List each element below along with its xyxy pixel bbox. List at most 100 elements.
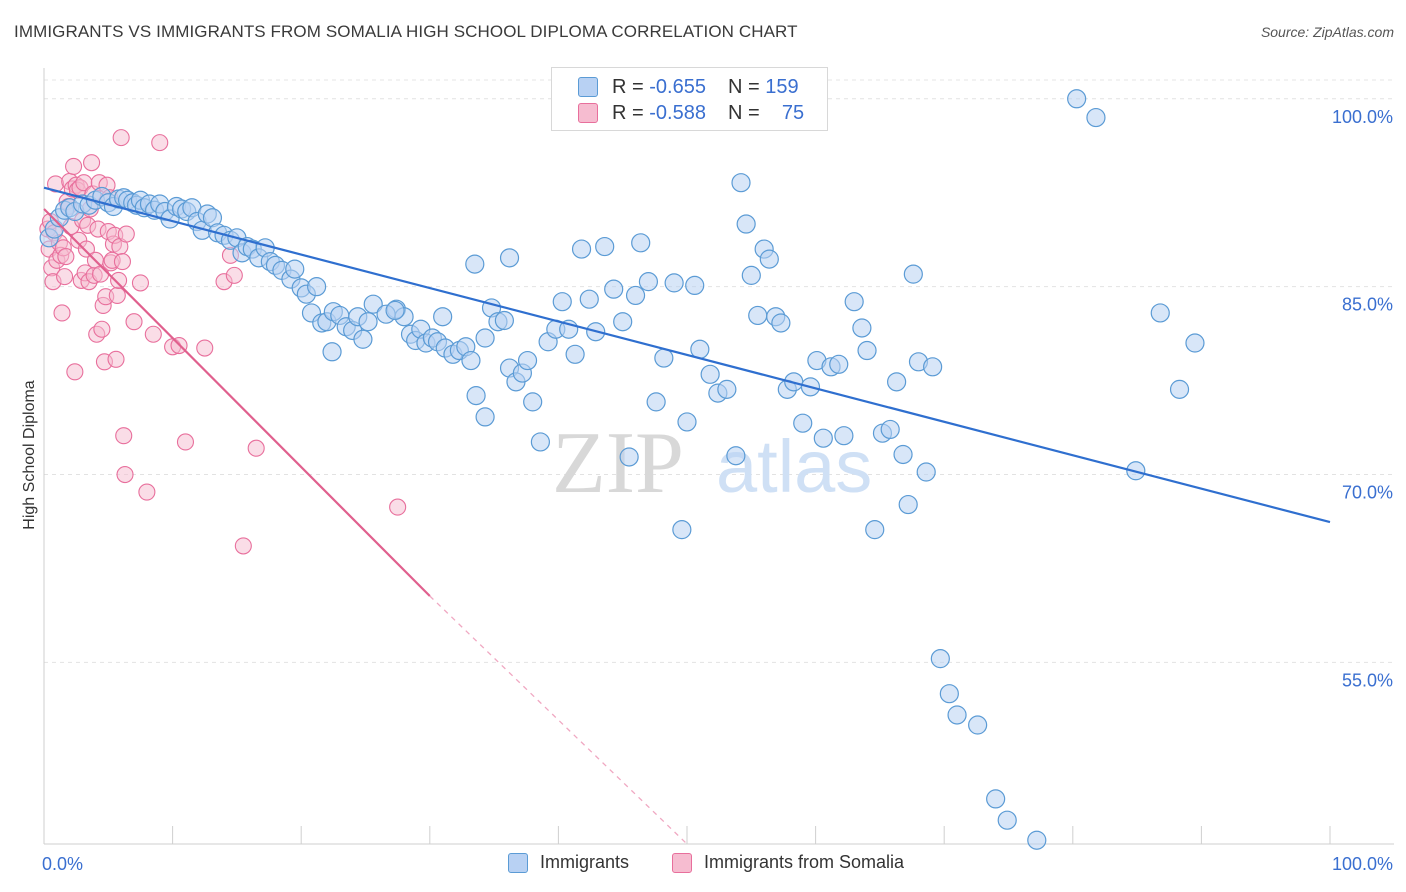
immigrants-point xyxy=(475,328,495,348)
immigrants-point xyxy=(852,318,872,338)
somalia-point xyxy=(138,483,156,501)
y-tick-label: 55.0% xyxy=(1342,670,1393,690)
legend-r-label: R = xyxy=(612,101,644,124)
somalia-point xyxy=(247,439,265,457)
somalia-point xyxy=(66,363,84,381)
immigrants-point xyxy=(631,233,651,253)
immigrants-point xyxy=(363,294,383,314)
immigrants-point xyxy=(857,340,877,361)
immigrants-point xyxy=(731,173,751,193)
somalia-point xyxy=(113,253,131,271)
axes xyxy=(43,68,1394,845)
somalia-point xyxy=(112,129,130,147)
bottom-legend-immigrants-label: Immigrants xyxy=(540,852,630,872)
bottom-legend-somalia: Immigrants from Somalia xyxy=(672,852,904,873)
immigrants-point xyxy=(613,312,633,332)
immigrants-point xyxy=(771,313,791,333)
immigrants-point xyxy=(517,350,538,371)
immigrants-point xyxy=(654,348,674,368)
immigrants-point xyxy=(565,344,585,364)
somalia-point xyxy=(131,274,149,292)
somalia-point xyxy=(225,266,243,284)
somalia-trend-extension xyxy=(429,595,688,845)
immigrants-point xyxy=(530,432,550,452)
immigrants-point xyxy=(736,214,756,234)
immigrants-point xyxy=(625,285,646,306)
legend-n-value: 159 xyxy=(765,75,799,98)
immigrants-point xyxy=(717,379,737,399)
somalia-point xyxy=(56,268,74,286)
immigrants-point xyxy=(385,300,405,321)
legend-row-somalia: R = -0.588 N = 75 xyxy=(578,101,804,125)
immigrants-point xyxy=(893,444,913,465)
immigrants-point xyxy=(939,684,959,704)
somalia-point xyxy=(116,465,134,484)
immigrants-point xyxy=(1027,830,1047,850)
immigrants-point xyxy=(1067,89,1087,109)
legend-r-value: -0.588 xyxy=(649,101,706,124)
immigrants-point xyxy=(880,419,900,440)
immigrants-trend-line xyxy=(43,186,1331,524)
immigrants-point xyxy=(986,789,1006,809)
bottom-swatch-pink xyxy=(672,852,692,873)
legend-n-label: N = xyxy=(727,101,760,124)
somalia-point xyxy=(115,427,133,445)
tick-labels: 55.0% 70.0% 85.0% 100.0% 0.0% 100.0% xyxy=(42,107,1393,874)
immigrants-point xyxy=(923,357,943,377)
somalia-point xyxy=(108,286,126,304)
legend-swatch-blue xyxy=(578,77,598,97)
immigrants-point xyxy=(595,236,615,257)
somalia-point xyxy=(53,304,71,322)
somalia-point xyxy=(83,154,101,172)
y-axis-label: High School Diploma xyxy=(21,380,38,530)
immigrants-point xyxy=(844,292,864,312)
immigrants-point xyxy=(353,329,373,349)
legend-n-value: 75 xyxy=(781,101,805,124)
immigrants-point xyxy=(685,275,705,296)
immigrants-point xyxy=(968,715,988,735)
legend-swatch-pink xyxy=(578,103,598,123)
bottom-legend-somalia-label: Immigrants from Somalia xyxy=(704,852,905,872)
legend: R = -0.655 N = 159 R = -0.588 N = 75 xyxy=(551,67,828,131)
immigrants-point xyxy=(887,372,907,392)
somalia-point xyxy=(57,248,75,266)
immigrants-point xyxy=(322,342,342,362)
immigrants-point xyxy=(741,265,761,285)
immigrants-point xyxy=(726,446,746,466)
immigrants-point xyxy=(1185,333,1205,353)
immigrants-point xyxy=(672,520,692,540)
source-label: Source: ZipAtlas.com xyxy=(1260,24,1394,40)
immigrants-point xyxy=(604,279,624,299)
immigrants-points xyxy=(39,89,1205,850)
immigrants-point xyxy=(466,386,486,406)
somalia-point xyxy=(107,350,125,368)
legend-r-label: R = xyxy=(612,75,644,98)
immigrants-point xyxy=(947,705,967,725)
bottom-legend: Immigrants Immigrants from Somalia xyxy=(0,852,1406,878)
immigrants-point xyxy=(619,447,639,467)
somalia-point xyxy=(65,157,83,175)
immigrants-point xyxy=(793,413,813,433)
somalia-point xyxy=(151,134,169,152)
immigrants-point xyxy=(1169,379,1190,399)
y-tick-label: 85.0% xyxy=(1342,295,1393,315)
immigrants-point xyxy=(358,312,378,332)
immigrants-point xyxy=(523,392,543,412)
immigrants-point xyxy=(465,254,485,274)
immigrants-point xyxy=(499,248,520,268)
immigrants-point xyxy=(646,392,666,412)
somalia-point xyxy=(196,339,214,357)
immigrants-point xyxy=(813,428,833,448)
immigrants-point xyxy=(1086,107,1106,128)
immigrants-point xyxy=(759,249,779,269)
somalia-trend-line xyxy=(43,208,431,597)
chart-title: IMMIGRANTS VS IMMIGRANTS FROM SOMALIA HI… xyxy=(14,22,798,41)
immigrants-point xyxy=(997,810,1017,830)
immigrants-point xyxy=(930,649,950,669)
watermark-zip: ZIP xyxy=(552,415,684,512)
somalia-point xyxy=(77,240,95,258)
immigrants-point xyxy=(461,350,481,371)
somalia-point xyxy=(234,537,252,555)
somalia-point xyxy=(110,271,128,289)
